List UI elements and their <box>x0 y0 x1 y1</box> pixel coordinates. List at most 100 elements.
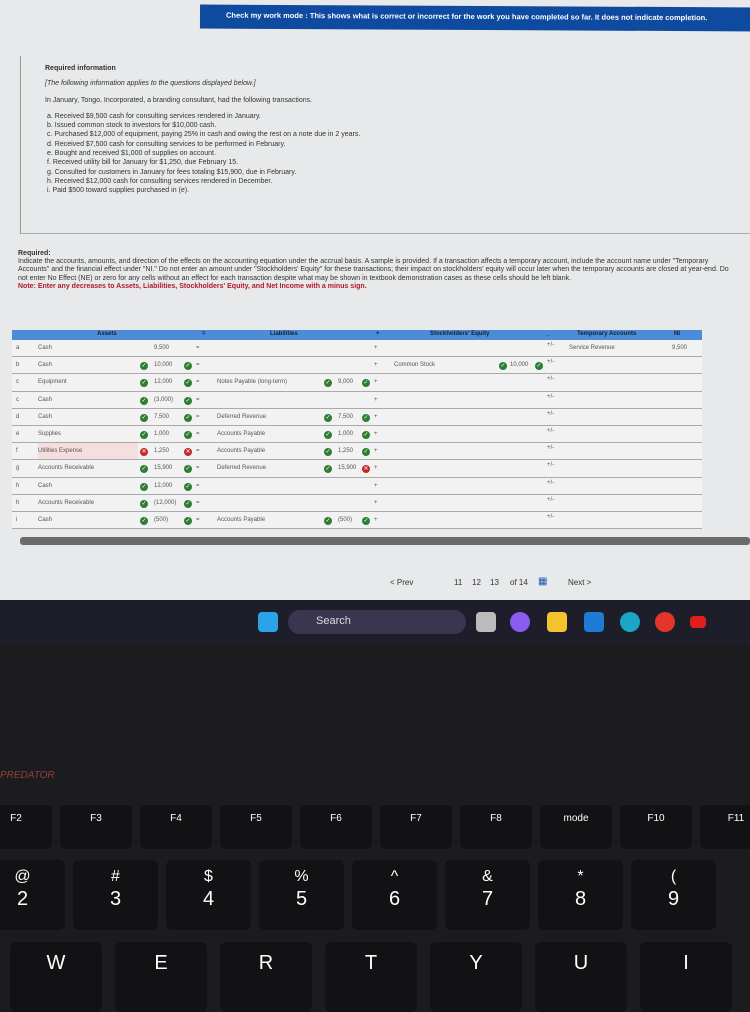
number-key[interactable]: (9 <box>631 860 716 930</box>
page-12[interactable]: 12 <box>472 578 481 587</box>
function-key[interactable]: F3 <box>60 805 132 849</box>
transaction-item: h. Received $12,000 cash for consulting … <box>47 177 273 185</box>
function-key[interactable]: F10 <box>620 805 692 849</box>
liability-account-input[interactable]: Accounts Payable <box>217 516 266 523</box>
page-count: of 14 <box>510 578 528 587</box>
liability-amount-input[interactable]: 7,500 <box>338 413 354 420</box>
table-row: f Utilities Expense ✕ 1,250 ✕ = Accounts Payab… <box>12 443 702 461</box>
equity-account-input[interactable]: Common Stock <box>394 362 436 369</box>
function-key[interactable]: F7 <box>380 805 452 849</box>
liability-account-input[interactable]: Deferred Revenue <box>217 465 267 472</box>
asset-amount-input[interactable]: 7,500 <box>154 413 170 420</box>
liability-amount-input[interactable]: 1,000 <box>338 430 354 437</box>
grid-icon[interactable]: ▦ <box>538 576 548 587</box>
youtube-icon[interactable] <box>690 616 706 628</box>
transaction-item: g. Consulted for customers in January fo… <box>47 168 297 176</box>
liability-account-input[interactable]: Accounts Payable <box>217 430 266 437</box>
asset-account-input[interactable]: Accounts Receivable <box>38 465 95 472</box>
letter-key[interactable]: U <box>535 942 627 1012</box>
asset-account-input[interactable]: Supplies <box>38 430 62 437</box>
asset-amount-input[interactable]: 1,250 <box>154 448 170 455</box>
liability-amount-input[interactable]: (500) <box>338 516 353 523</box>
function-key[interactable]: F2 <box>0 805 52 849</box>
function-key[interactable]: F4 <box>140 805 212 849</box>
number-key[interactable]: $4 <box>166 860 251 930</box>
asset-account-input[interactable]: Cash <box>38 482 53 489</box>
page-13[interactable]: 13 <box>490 578 499 587</box>
asset-account-input[interactable]: Cash <box>38 396 53 403</box>
asset-amount-input[interactable]: 12,000 <box>154 379 173 386</box>
number-key[interactable]: @2 <box>0 860 65 930</box>
horizontal-scrollbar[interactable] <box>20 537 750 545</box>
asset-amount-input[interactable]: 10,000 <box>154 362 173 369</box>
asset-amount-input[interactable]: 9,500 <box>154 345 170 351</box>
liability-account-input[interactable]: Accounts Payable <box>217 448 266 455</box>
plus-minus-sign: +/- <box>547 410 555 417</box>
equals-sign: = <box>196 516 200 523</box>
number-key[interactable]: ^ 6 <box>352 860 437 930</box>
copilot-icon[interactable] <box>510 612 530 632</box>
asset-amount-input[interactable]: (500) <box>154 516 169 523</box>
asset-account-input[interactable]: Accounts Receivable <box>38 499 95 506</box>
page-11[interactable]: 11 <box>454 578 463 587</box>
key-symbol: # <box>111 868 120 885</box>
liability-account-input[interactable]: Deferred Revenue <box>217 413 267 420</box>
asset-account-input[interactable]: Cash <box>38 345 53 351</box>
letter-key[interactable]: I <box>640 942 732 1012</box>
asset-account-input[interactable]: Equipment <box>38 379 67 386</box>
equity-amount-input[interactable]: 10,000 <box>510 362 529 369</box>
function-key[interactable]: F8 <box>460 805 532 849</box>
function-key[interactable]: mode <box>540 805 612 849</box>
asset-account-input[interactable]: Utilities Expense <box>38 443 138 460</box>
letter-key[interactable]: R <box>220 942 312 1012</box>
temporary-account-input[interactable]: Service Revenue <box>569 345 615 351</box>
file-explorer-icon[interactable] <box>547 612 567 632</box>
number-key[interactable]: * 8 <box>538 860 623 930</box>
key-label: F4 <box>170 813 182 824</box>
windows-start-icon[interactable] <box>258 612 278 632</box>
prev-button[interactable]: < Prev <box>390 578 414 587</box>
ni-amount-input[interactable]: 9,500 <box>672 345 688 351</box>
function-key[interactable]: F6 <box>300 805 372 849</box>
plus-minus-sign: +/- <box>547 513 555 520</box>
key-letter: R <box>258 952 274 974</box>
asset-amount-input[interactable]: 12,000 <box>154 482 173 489</box>
function-key[interactable]: F5 <box>220 805 292 849</box>
asset-amount-input[interactable]: 15,900 <box>154 465 173 472</box>
plus-minus-sign: +/- <box>547 479 555 486</box>
asset-amount-input[interactable]: 1,000 <box>154 430 170 437</box>
key-symbol: $ <box>204 868 213 885</box>
chrome-icon[interactable] <box>655 612 675 632</box>
key-symbol: & <box>482 868 493 885</box>
edge-icon[interactable] <box>620 612 640 632</box>
asset-account-input[interactable]: Cash <box>38 362 53 369</box>
liability-amount-input[interactable]: 15,900 <box>338 465 357 472</box>
header-minus: _ <box>546 331 550 337</box>
asset-account-input[interactable]: Cash <box>38 413 53 420</box>
liability-amount-input[interactable]: 1,250 <box>338 448 354 455</box>
outlook-icon[interactable] <box>584 612 604 632</box>
taskbar-search[interactable]: Search <box>288 610 466 634</box>
next-button[interactable]: Next > <box>568 578 592 587</box>
number-key[interactable]: & 7 <box>445 860 530 930</box>
asset-amount-input[interactable]: (3,000) <box>154 396 174 403</box>
table-row: c Cash ✓ (3,000) ✓ = + +/- <box>12 391 702 409</box>
number-key[interactable]: #3 <box>73 860 158 930</box>
liability-account-input[interactable]: Notes Payable (long-term) <box>217 379 288 386</box>
number-key[interactable]: % 5 <box>259 860 344 930</box>
plus-sign: + <box>374 448 378 455</box>
asset-amount-input[interactable]: (12,000) <box>154 499 177 506</box>
plus-sign: + <box>374 516 378 523</box>
plus-minus-sign: +/- <box>547 393 555 400</box>
letter-key[interactable]: W <box>10 942 102 1012</box>
check-work-banner: Check my work mode : This shows what is … <box>199 4 750 32</box>
correct-check-icon: ✓ <box>184 499 192 508</box>
asset-account-input[interactable]: Cash <box>38 516 53 523</box>
function-key[interactable]: F11 <box>700 805 750 849</box>
task-view-icon[interactable] <box>476 612 496 632</box>
letter-key[interactable]: E <box>115 942 207 1012</box>
letter-key[interactable]: T <box>325 942 417 1012</box>
header-equals: = <box>202 331 206 337</box>
liability-amount-input[interactable]: 9,000 <box>338 379 354 386</box>
letter-key[interactable]: Y <box>430 942 522 1012</box>
